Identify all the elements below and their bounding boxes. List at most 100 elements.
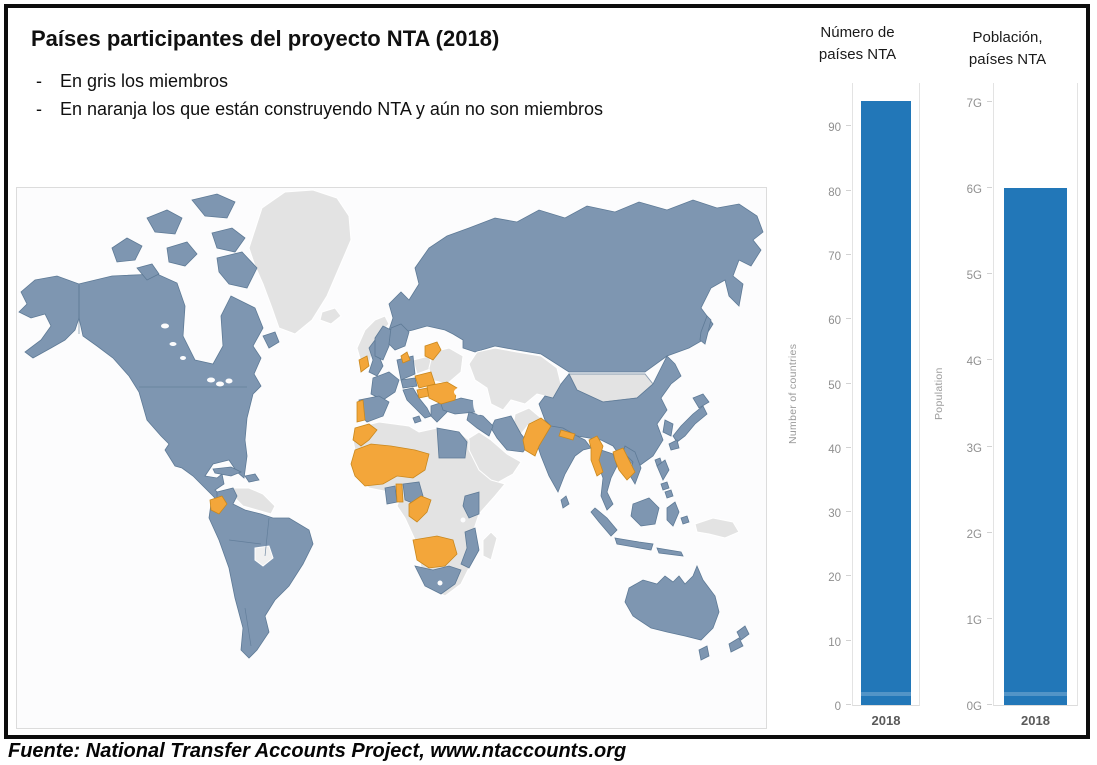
country-turkey [440, 397, 480, 415]
map-layer-borders [78, 286, 270, 647]
legend-bullet-members: - En gris los miembros [36, 68, 611, 96]
country-sweden [374, 325, 392, 361]
country-australia [624, 564, 720, 641]
lake-great-lakes [207, 377, 215, 383]
y-tick-mark [987, 704, 992, 705]
sea-caspian [473, 389, 485, 415]
country-iran [490, 415, 530, 453]
country-south-korea [662, 419, 674, 437]
y-tick-label: 7G [966, 97, 982, 110]
y-tick-label: 6G [966, 184, 982, 196]
region-namibia-botswana-zimbabwe [412, 535, 458, 569]
region-belarus-ukraine [428, 347, 464, 385]
region-benin-togo [395, 483, 404, 503]
page-title: Países participantes del proyecto NTA (2… [31, 26, 500, 51]
country-russia [386, 199, 764, 373]
country-france [370, 371, 400, 401]
island-new-guinea [694, 517, 740, 539]
chart2-x-tick-label: 2018 [1021, 713, 1050, 728]
map-layer-water [161, 323, 485, 586]
chart2-title-line1: Población, [972, 29, 1043, 46]
islands-canadian-arctic [111, 193, 280, 349]
y-tick-label: 20 [828, 572, 841, 585]
region-laos-cambodia [612, 447, 636, 481]
bullet-text: En naranja los que están construyendo NT… [60, 98, 603, 119]
country-pakistan [522, 417, 552, 457]
map-layer-members [18, 193, 750, 661]
bar-chart-number-of-countries: 0 10 20 30 40 50 60 70 80 90 2018 [828, 83, 920, 728]
region-venezuela-guyanas [232, 487, 276, 515]
region-alpine [400, 377, 418, 389]
y-tick-mark [987, 445, 992, 447]
chart2-y-ticks: 0G 1G 2G 3G 4G 5G 6G 7G [950, 83, 994, 713]
y-tick-label: 4G [966, 356, 982, 369]
y-tick-mark [846, 639, 851, 641]
country-finland [388, 323, 410, 351]
chart1-title-line2: países NTA [818, 45, 897, 63]
chart2-title: Población, países NTA [925, 27, 1090, 71]
island-sicily [412, 415, 422, 424]
lake-great-bear [161, 323, 169, 329]
y-tick-label: 90 [828, 122, 841, 135]
y-tick-mark [987, 359, 992, 361]
island-sri-lanka [560, 495, 570, 509]
country-nepal [558, 429, 576, 441]
chart1-bar-2018 [861, 100, 911, 705]
map-layer-russia [386, 199, 764, 373]
country-lesotho [437, 580, 443, 586]
chart2-bar-2018 [1004, 188, 1067, 705]
y-tick-label: 50 [828, 379, 841, 392]
y-tick-mark [846, 125, 851, 127]
source-citation: Fuente: National Transfer Accounts Proje… [8, 740, 627, 762]
country-kenya [462, 491, 480, 519]
y-tick-label: 10 [828, 636, 841, 649]
bar-chart-population: 0G 1G 2G 3G 4G 5G 6G 7G 2018 [967, 83, 1078, 728]
world-map-panel [16, 187, 767, 729]
chart2-y-axis-label: Population [933, 367, 945, 421]
bullet-dash: - [36, 71, 42, 91]
region-balkans [426, 381, 458, 405]
y-tick-label: 70 [828, 250, 841, 263]
y-tick-label: 2G [966, 528, 982, 541]
y-tick-label: 60 [828, 315, 841, 328]
country-ghana [384, 485, 398, 505]
y-tick-mark [846, 318, 851, 320]
bullet-text: En gris los miembros [60, 71, 229, 91]
y-tick-label: 0G [966, 701, 982, 713]
islands-indonesia-philippines [590, 459, 690, 557]
country-paraguay [254, 545, 274, 567]
region-north-america [61, 273, 264, 515]
region-sahel [350, 443, 430, 487]
country-morocco [352, 423, 378, 447]
island-sakhalin [699, 315, 712, 345]
chart1-y-axis-label: Number of countries [787, 343, 799, 445]
y-tick-label: 1G [966, 614, 982, 627]
island-tasmania [698, 645, 710, 661]
country-madagascar [482, 531, 498, 561]
y-tick-label: 40 [828, 443, 841, 456]
country-new-zealand [728, 625, 750, 653]
y-tick-mark [846, 253, 851, 255]
legend-bullet-candidates: - En naranja los que están construyendo … [36, 96, 611, 124]
y-tick-label: 5G [966, 270, 982, 283]
country-iceland [319, 307, 342, 325]
y-tick-mark [846, 446, 851, 448]
y-tick-mark [846, 575, 851, 577]
country-greenland [248, 189, 352, 335]
y-tick-mark [987, 531, 992, 533]
country-mozambique [460, 527, 480, 569]
borders-south-america [228, 517, 270, 647]
country-egypt [436, 427, 468, 459]
y-tick-label: 30 [828, 508, 841, 521]
region-south-america [208, 487, 314, 659]
chart2-title-line2: países NTA [968, 50, 1047, 68]
country-japan [668, 393, 710, 451]
y-tick-mark [987, 100, 992, 102]
y-tick-label: 0 [834, 701, 841, 713]
chart1-title: Número de países NTA [775, 22, 940, 66]
y-tick-label: 80 [828, 186, 841, 199]
y-tick-mark [987, 273, 992, 275]
country-denmark [400, 351, 411, 364]
map-layer-candidates [209, 341, 636, 569]
